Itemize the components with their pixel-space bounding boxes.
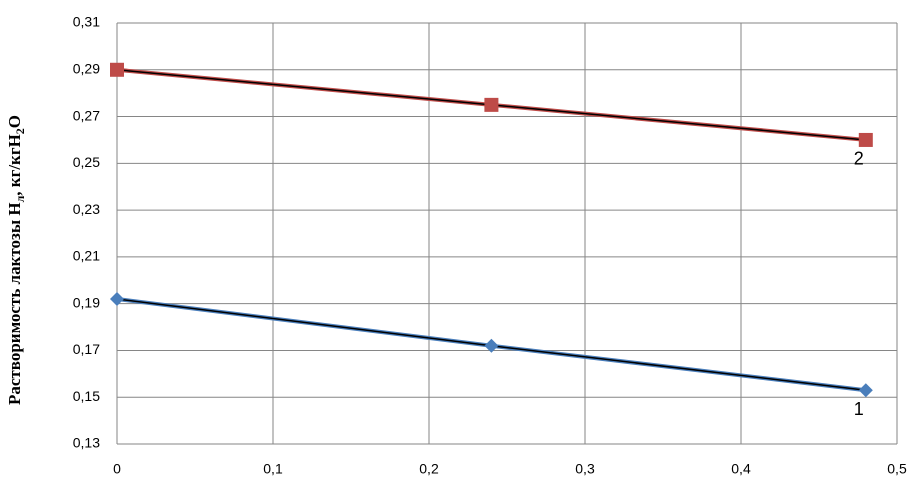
y-tick-label: 0,27 — [73, 107, 100, 123]
marker — [858, 383, 873, 398]
marker — [858, 132, 873, 147]
x-tick-label: 0,2 — [419, 461, 439, 477]
x-tick-label: 0,4 — [731, 461, 751, 477]
marker — [484, 97, 499, 112]
x-tick-label: 0,1 — [263, 461, 283, 477]
x-tick-label: 0,3 — [575, 461, 595, 477]
x-tick-label: 0 — [113, 461, 121, 477]
y-tick-label: 0,13 — [73, 435, 100, 451]
y-label-part: , кг/кгН — [5, 134, 24, 195]
y-tick-label: 0,19 — [73, 294, 100, 310]
y-tick-label: 0,31 — [73, 14, 100, 30]
y-tick-label: 0,15 — [73, 388, 100, 404]
y-label-sub: л — [13, 195, 27, 202]
y-axis-label: Растворимость лактозы Нл, кг/кгН2О — [5, 115, 27, 405]
y-tick-label: 0,21 — [73, 248, 100, 264]
y-label-part: О — [5, 115, 24, 128]
series-label: 2 — [854, 149, 864, 169]
x-tick-label: 0,5 — [887, 461, 907, 477]
y-tick-label: 0,23 — [73, 201, 100, 217]
y-label-part: Растворимость лактозы Н — [5, 202, 24, 405]
marker — [110, 62, 124, 77]
y-tick-label: 0,25 — [73, 154, 100, 170]
y-label-sub: 2 — [13, 128, 27, 134]
marker — [484, 338, 499, 353]
series-label: 1 — [854, 399, 864, 419]
y-tick-label: 0,29 — [73, 60, 100, 76]
y-tick-label: 0,17 — [73, 341, 100, 357]
marker — [110, 291, 124, 306]
